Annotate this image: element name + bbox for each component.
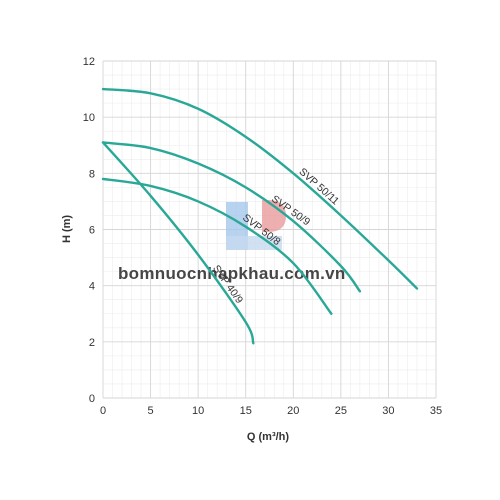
series-line-0	[101, 87, 419, 290]
y-tick-label: 6	[89, 225, 95, 237]
y-tick-label: 2	[89, 337, 95, 349]
y-tick-label: 8	[89, 168, 95, 180]
series-line-3	[101, 141, 255, 345]
y-tick-label: 10	[83, 112, 95, 124]
y-tick-labels: 0 2 4 6 8 10 12	[83, 56, 95, 405]
y-axis-title: H (m)	[61, 215, 73, 243]
watermark: bomnuocnhapkhau.com.vn	[118, 200, 346, 283]
x-tick-label: 10	[192, 405, 204, 417]
x-tick-label: 35	[430, 405, 442, 417]
x-tick-label: 25	[335, 405, 347, 417]
x-tick-label: 5	[148, 405, 154, 417]
watermark-text: bomnuocnhapkhau.com.vn	[118, 264, 346, 283]
watermark-logo-stripes	[226, 236, 282, 250]
x-tick-label: 20	[287, 405, 299, 417]
x-tick-label: 30	[382, 405, 394, 417]
series-line-2	[101, 177, 333, 315]
x-axis-title: Q (m³/h)	[247, 431, 289, 443]
x-tick-labels: 0 5 10 15 20 25 30 35	[100, 405, 442, 417]
y-tick-label: 4	[89, 281, 95, 293]
series-line-1	[101, 141, 362, 293]
y-tick-label: 0	[89, 393, 95, 405]
watermark-logo-red	[262, 200, 286, 232]
y-tick-label: 12	[83, 56, 95, 68]
series-lines	[101, 87, 419, 345]
x-tick-label: 0	[100, 405, 106, 417]
x-tick-label: 15	[240, 405, 252, 417]
